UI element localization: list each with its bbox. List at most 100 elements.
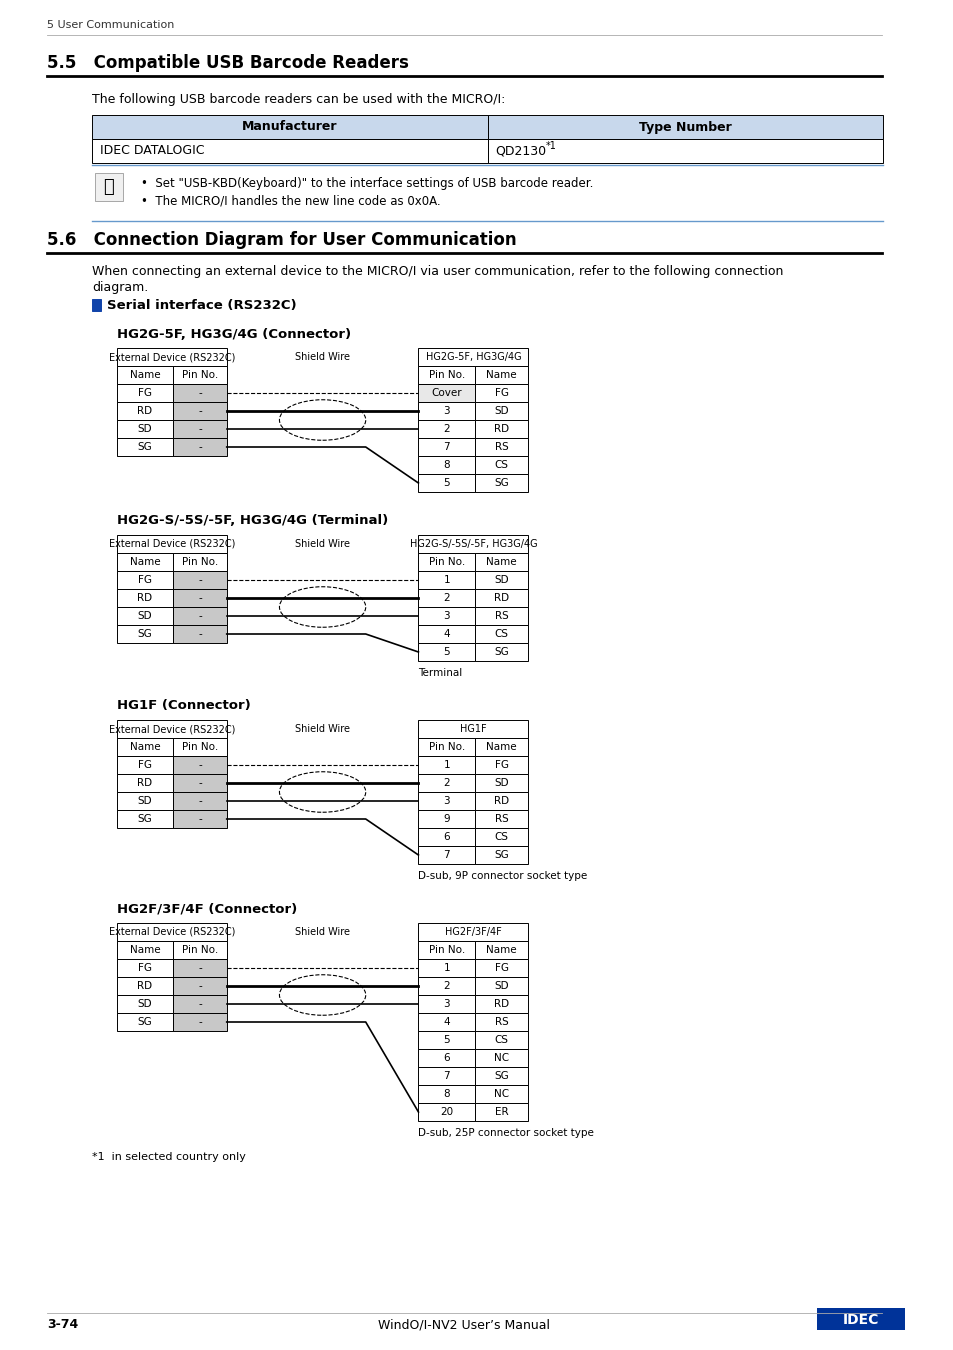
Text: Pin No.: Pin No. (428, 558, 464, 567)
Text: Pin No.: Pin No. (428, 370, 464, 379)
Bar (418, 792, 475, 810)
Text: FG: FG (138, 575, 152, 585)
Text: HG2G-S/-5S/-5F, HG3G/4G: HG2G-S/-5S/-5F, HG3G/4G (409, 539, 537, 549)
Text: Shield Wire: Shield Wire (295, 352, 350, 362)
Bar (487, 139, 882, 163)
Bar (116, 720, 227, 738)
Bar (92, 139, 487, 163)
Text: SD: SD (137, 999, 152, 1008)
Text: -: - (198, 593, 202, 603)
Text: D-sub, 25P connector socket type: D-sub, 25P connector socket type (418, 1129, 594, 1138)
Text: 6: 6 (443, 1053, 450, 1062)
Bar (475, 456, 528, 474)
Text: NC: NC (494, 1053, 509, 1062)
Bar (116, 941, 173, 958)
Text: diagram.: diagram. (92, 281, 149, 293)
Text: -: - (198, 424, 202, 433)
Text: 5 User Communication: 5 User Communication (47, 20, 173, 30)
Bar (418, 846, 475, 864)
Text: RS: RS (495, 1017, 508, 1027)
Text: RS: RS (495, 612, 508, 621)
Text: 5: 5 (443, 647, 450, 657)
Bar (475, 774, 528, 792)
Bar (418, 625, 475, 643)
Bar (418, 977, 475, 995)
Text: RS: RS (495, 814, 508, 824)
Text: QD2130: QD2130 (495, 144, 546, 158)
Text: Terminal: Terminal (418, 668, 462, 678)
Text: RS: RS (495, 441, 508, 452)
Bar (418, 995, 475, 1012)
Text: HG2G-5F, HG3G/4G (Connector): HG2G-5F, HG3G/4G (Connector) (116, 328, 351, 340)
Bar (475, 589, 528, 608)
Bar (418, 402, 475, 420)
Text: SG: SG (494, 1071, 509, 1081)
Bar (116, 977, 173, 995)
Bar (475, 1103, 528, 1120)
Text: FG: FG (494, 387, 508, 398)
Bar (418, 941, 475, 958)
Bar (418, 420, 475, 437)
Bar (116, 625, 173, 643)
Bar (173, 995, 227, 1012)
Text: SG: SG (494, 478, 509, 487)
Bar (418, 923, 528, 941)
Text: -: - (198, 963, 202, 973)
Bar (475, 571, 528, 589)
Text: 4: 4 (443, 629, 450, 639)
Bar (173, 756, 227, 774)
Text: Pin No.: Pin No. (182, 945, 218, 954)
Text: SG: SG (494, 647, 509, 657)
Text: 1: 1 (443, 760, 450, 770)
Text: 7: 7 (443, 850, 450, 860)
Text: CS: CS (494, 1035, 508, 1045)
Text: SD: SD (137, 796, 152, 806)
Bar (173, 571, 227, 589)
Text: -: - (198, 1017, 202, 1027)
Bar (173, 437, 227, 456)
Text: CS: CS (494, 460, 508, 470)
Bar (116, 995, 173, 1012)
Bar (116, 810, 173, 828)
Text: •  The MICRO/I handles the new line code as 0x0A.: • The MICRO/I handles the new line code … (141, 194, 440, 208)
Bar (418, 535, 528, 554)
Bar (475, 1085, 528, 1103)
Bar (487, 115, 882, 139)
Bar (418, 348, 528, 366)
Text: Pin No.: Pin No. (182, 558, 218, 567)
Text: 2: 2 (443, 981, 450, 991)
Bar (418, 437, 475, 456)
Bar (92, 115, 487, 139)
Text: Manufacturer: Manufacturer (242, 120, 337, 134)
Text: 4: 4 (443, 1017, 450, 1027)
Text: *1  in selected country only: *1 in selected country only (92, 1152, 246, 1162)
Text: SG: SG (494, 850, 509, 860)
Bar (116, 571, 173, 589)
Text: Name: Name (486, 743, 517, 752)
Bar (418, 608, 475, 625)
Text: Shield Wire: Shield Wire (295, 927, 350, 937)
Bar (173, 420, 227, 437)
Bar (116, 348, 227, 366)
Bar (116, 608, 173, 625)
Bar (817, 1308, 904, 1330)
Bar (418, 571, 475, 589)
Bar (418, 756, 475, 774)
Bar (475, 402, 528, 420)
Bar (173, 625, 227, 643)
Text: 📝: 📝 (104, 178, 114, 196)
Bar (418, 474, 475, 491)
Text: CS: CS (494, 629, 508, 639)
Bar (116, 923, 227, 941)
Text: Name: Name (486, 370, 517, 379)
Text: -: - (198, 387, 202, 398)
Text: -: - (198, 406, 202, 416)
Bar (418, 810, 475, 828)
Bar (116, 738, 173, 756)
Text: SG: SG (137, 441, 152, 452)
Text: WindO/I-NV2 User’s Manual: WindO/I-NV2 User’s Manual (377, 1319, 550, 1331)
Bar (173, 554, 227, 571)
Text: 7: 7 (443, 441, 450, 452)
Text: SD: SD (494, 406, 508, 416)
Bar (418, 383, 475, 402)
